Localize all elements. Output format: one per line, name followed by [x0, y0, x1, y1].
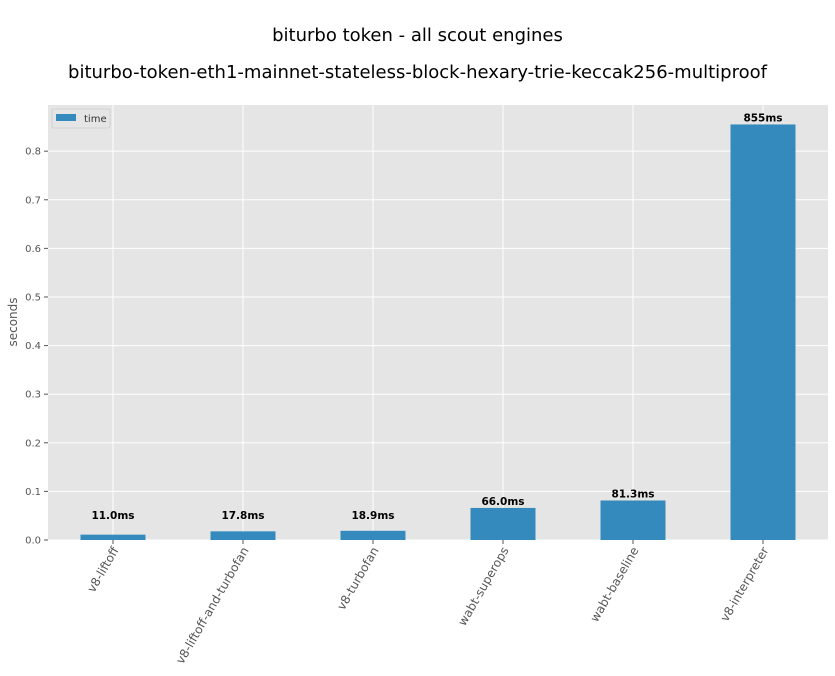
bar	[470, 507, 536, 540]
y-tick-label: 0.6	[25, 244, 41, 255]
x-tick-label: wabt-superops	[455, 545, 511, 629]
y-axis-label: seconds	[6, 297, 20, 346]
bars	[80, 124, 796, 540]
y-axis-ticks: 0.0 0.1 0.2 0.3 0.4 0.5 0.6 0.7 0.8	[25, 147, 48, 547]
bar	[210, 531, 276, 540]
data-labels: 11.0ms 17.8ms 18.9ms 66.0ms 81.3ms 855ms	[91, 112, 782, 522]
bar	[340, 530, 406, 540]
data-label: 855ms	[743, 112, 782, 124]
y-tick-label: 0.8	[25, 147, 41, 158]
x-tick-label: v8-turbofan	[334, 545, 381, 613]
data-label: 66.0ms	[481, 496, 524, 508]
legend-label: time	[84, 114, 107, 125]
y-tick-label: 0.5	[25, 292, 41, 303]
bar	[80, 534, 146, 540]
x-axis-ticks: v8-liftoff v8-liftoff-and-turbofan v8-turb…	[84, 540, 772, 667]
x-tick-label: v8-liftoff-and-turbofan	[173, 545, 251, 667]
y-tick-label: 0.3	[25, 390, 41, 401]
data-label: 11.0ms	[91, 510, 134, 522]
bar	[730, 124, 796, 540]
x-tick-label: wabt-baseline	[587, 545, 641, 625]
x-tick-label: v8-liftoff	[84, 544, 122, 595]
legend: time	[51, 108, 111, 129]
legend-box	[51, 108, 111, 129]
plot-area	[48, 105, 828, 540]
y-tick-label: 0.2	[25, 438, 41, 449]
data-label: 17.8ms	[221, 510, 264, 522]
chart-subtitle: biturbo-token-eth1-mainnet-stateless-blo…	[68, 62, 767, 83]
chart-title: biturbo token - all scout engines	[272, 25, 563, 46]
legend-swatch	[56, 114, 76, 121]
y-tick-label: 0.4	[25, 341, 41, 352]
y-tick-label: 0.1	[25, 487, 41, 498]
data-label: 81.3ms	[611, 488, 654, 500]
bar	[600, 500, 666, 540]
y-tick-label: 0.0	[25, 536, 41, 547]
y-tick-label: 0.7	[25, 195, 41, 206]
x-tick-label: v8-interpreter	[718, 544, 772, 624]
data-label: 18.9ms	[351, 510, 394, 522]
